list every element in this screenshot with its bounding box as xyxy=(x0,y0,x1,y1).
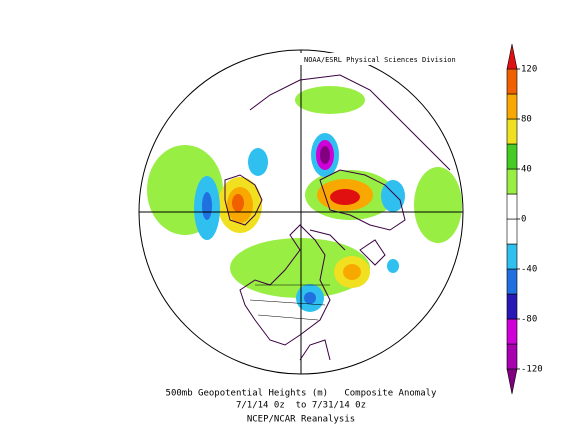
coastline xyxy=(299,339,331,361)
map: NOAA/ESRL Physical Sciences Division xyxy=(138,49,464,375)
colorbar-tick-label: -40 xyxy=(521,265,537,275)
colorbar-tick-label: 0 xyxy=(521,215,526,225)
credit: NOAA/ESRL Physical Sciences Division xyxy=(304,56,456,64)
positive-anomaly xyxy=(330,189,360,205)
colorbar-tick-label: 120 xyxy=(521,65,537,75)
negative-anomaly xyxy=(387,259,399,273)
colorbar-band xyxy=(506,118,518,145)
coastline xyxy=(309,229,346,251)
colorbar-band xyxy=(506,168,518,195)
colorbar-end xyxy=(506,43,518,70)
colorbar-band xyxy=(506,243,518,270)
colorbar: 120 80 40 0 -40 -80 -120 xyxy=(506,43,543,395)
coastline xyxy=(239,224,331,346)
colorbar-band xyxy=(506,318,518,345)
positive-anomaly xyxy=(295,86,365,114)
colorbar-end xyxy=(506,368,518,395)
colorbar-band xyxy=(506,218,518,245)
coastlines xyxy=(224,74,451,361)
coastline xyxy=(224,174,263,226)
credit-background xyxy=(300,53,462,65)
negative-anomaly xyxy=(381,180,405,212)
graticule xyxy=(249,284,330,321)
map-border xyxy=(138,49,464,375)
colorbar-band xyxy=(506,293,518,320)
positive-anomaly xyxy=(414,167,462,243)
colorbar-tick-label: -120 xyxy=(521,365,543,375)
colorbar-band xyxy=(506,193,518,220)
colorbar-band xyxy=(506,343,518,370)
positive-anomaly xyxy=(343,264,361,280)
colorbar-tick-label: 80 xyxy=(521,115,532,125)
colorbar-tick-label: -80 xyxy=(521,315,537,325)
caption-line: 500mb Geopotential Heights (m) Composite… xyxy=(166,389,438,399)
negative-anomaly xyxy=(304,292,316,304)
colorbar-band xyxy=(506,143,518,170)
caption-line: 7/1/14 0z to 7/31/14 0z xyxy=(236,401,366,411)
caption-line: NCEP/NCAR Reanalysis xyxy=(247,415,355,425)
anomaly-shading xyxy=(147,86,462,312)
negative-anomaly xyxy=(202,192,212,220)
colorbar-band xyxy=(506,68,518,95)
colorbar-band xyxy=(506,93,518,120)
grid-line xyxy=(249,284,330,321)
negative-anomaly xyxy=(248,148,268,176)
colorbar-tick-label: 40 xyxy=(521,165,532,175)
coastline xyxy=(249,74,451,171)
coastline xyxy=(319,169,406,231)
negative-anomaly xyxy=(320,146,330,164)
colorbar-band xyxy=(506,268,518,295)
coastline xyxy=(359,239,386,266)
positive-anomaly xyxy=(232,194,244,212)
